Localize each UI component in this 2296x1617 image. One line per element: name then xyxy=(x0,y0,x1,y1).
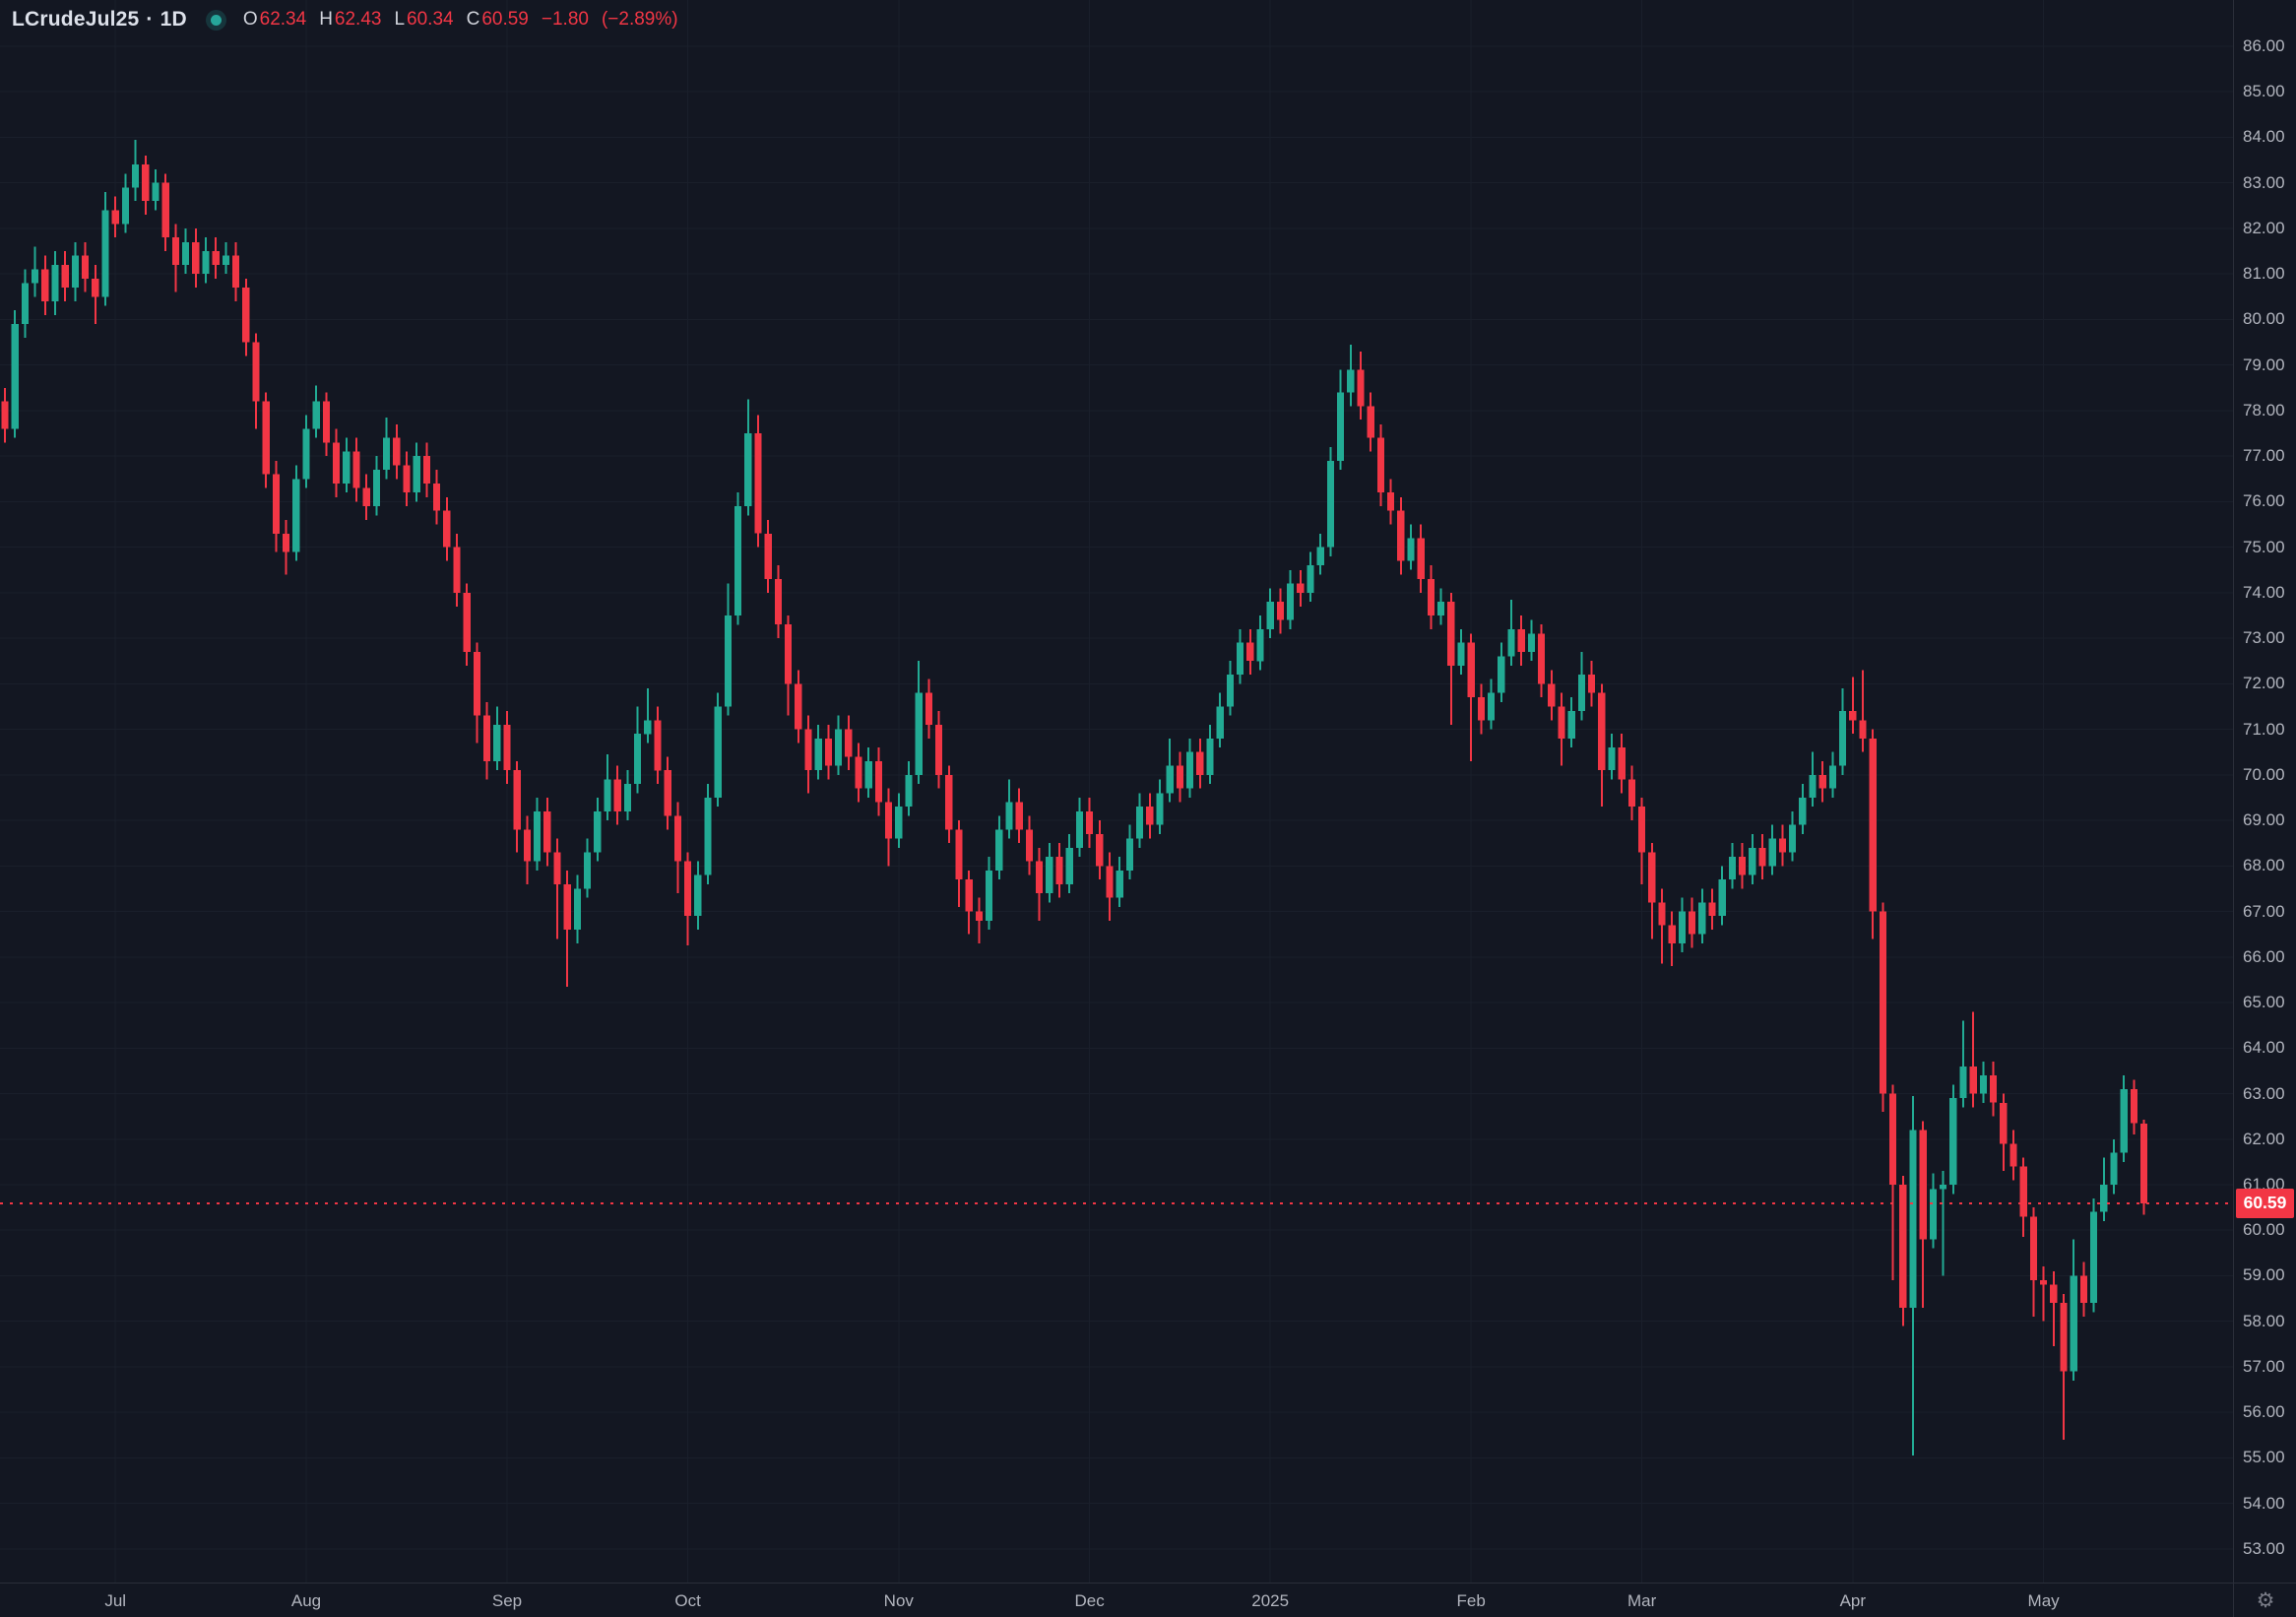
time-axis-label: Feb xyxy=(1456,1590,1486,1610)
price-axis-label: 86.00 xyxy=(2243,36,2285,55)
price-axis-label: 78.00 xyxy=(2243,400,2285,420)
price-axis-label: 81.00 xyxy=(2243,264,2285,284)
price-axis-label: 56.00 xyxy=(2243,1402,2285,1422)
time-axis-label: Apr xyxy=(1839,1590,1867,1610)
last-price-badge: 60.59 xyxy=(2236,1188,2294,1218)
price-axis-label: 85.00 xyxy=(2243,82,2285,101)
time-axis[interactable]: Jul Aug Sep Oct Nov Dec 2025 Feb Mar Apr May xyxy=(0,1583,2233,1617)
time-axis-label: Dec xyxy=(1074,1590,1105,1610)
price-axis-label: 80.00 xyxy=(2243,309,2285,329)
symbol-name[interactable]: LCrudeJul25 xyxy=(12,8,140,31)
price-axis-label: 75.00 xyxy=(2243,537,2285,556)
price-axis-label: 55.00 xyxy=(2243,1448,2285,1467)
price-axis-label: 83.00 xyxy=(2243,172,2285,192)
price-axis-label: 63.00 xyxy=(2243,1083,2285,1103)
price-axis-label: 73.00 xyxy=(2243,628,2285,648)
price-axis-label: 57.00 xyxy=(2243,1356,2285,1376)
price-axis-label: 82.00 xyxy=(2243,218,2285,237)
market-status-dot-icon[interactable] xyxy=(210,14,222,26)
price-axis-label: 74.00 xyxy=(2243,582,2285,602)
price-axis-label: 59.00 xyxy=(2243,1265,2285,1285)
close-readout: C 60.59 xyxy=(466,9,529,30)
time-axis-label: Sep xyxy=(491,1590,523,1610)
interval-label[interactable]: 1D xyxy=(159,8,187,31)
price-axis-label: 76.00 xyxy=(2243,491,2285,511)
time-axis-label: 2025 xyxy=(1251,1590,1290,1610)
price-axis-label: 84.00 xyxy=(2243,127,2285,147)
title-separator: · xyxy=(146,8,154,31)
low-readout: L 60.34 xyxy=(394,9,454,30)
price-axis-label: 72.00 xyxy=(2243,674,2285,693)
price-axis-label: 65.00 xyxy=(2243,993,2285,1012)
price-axis-label: 64.00 xyxy=(2243,1038,2285,1058)
price-axis-label: 70.00 xyxy=(2243,764,2285,784)
price-axis[interactable]: 60.59 86.00 85.00 84.00 83.00 82.00 81.00 80.0… xyxy=(2233,0,2296,1583)
change-value: −1.80 xyxy=(541,9,589,30)
time-axis-label: Aug xyxy=(290,1590,322,1610)
price-axis-label: 69.00 xyxy=(2243,810,2285,830)
price-axis-label: 71.00 xyxy=(2243,719,2285,739)
chart-canvas[interactable] xyxy=(0,0,2233,1583)
price-axis-label: 58.00 xyxy=(2243,1311,2285,1330)
price-axis-label: 79.00 xyxy=(2243,355,2285,374)
time-axis-label: Nov xyxy=(883,1590,914,1610)
ohlc-legend: O 62.34 H 62.43 L 60.34 C 60.59 −1.80 (−2.89… xyxy=(243,9,678,31)
high-readout: H 62.43 xyxy=(319,9,382,30)
price-axis-label: 54.00 xyxy=(2243,1493,2285,1513)
change-percent: (−2.89%) xyxy=(601,9,678,30)
price-axis-label: 62.00 xyxy=(2243,1129,2285,1148)
price-axis-label: 53.00 xyxy=(2243,1538,2285,1558)
settings-gear-icon[interactable]: ⚙ xyxy=(2256,1589,2275,1612)
symbol-title[interactable]: LCrudeJul25 · 1D xyxy=(12,8,187,32)
open-readout: O 62.34 xyxy=(242,9,307,30)
price-axis-label: 60.00 xyxy=(2243,1220,2285,1240)
price-axis-label: 67.00 xyxy=(2243,901,2285,921)
time-axis-label: May xyxy=(2027,1590,2060,1610)
price-axis-label: 66.00 xyxy=(2243,946,2285,966)
price-axis-label: 68.00 xyxy=(2243,856,2285,875)
price-axis-label: 77.00 xyxy=(2243,446,2285,466)
time-axis-label: Mar xyxy=(1626,1590,1657,1610)
axis-corner: ⚙ xyxy=(2233,1583,2296,1617)
time-axis-label: Jul xyxy=(104,1590,127,1610)
time-axis-label: Oct xyxy=(674,1590,701,1610)
